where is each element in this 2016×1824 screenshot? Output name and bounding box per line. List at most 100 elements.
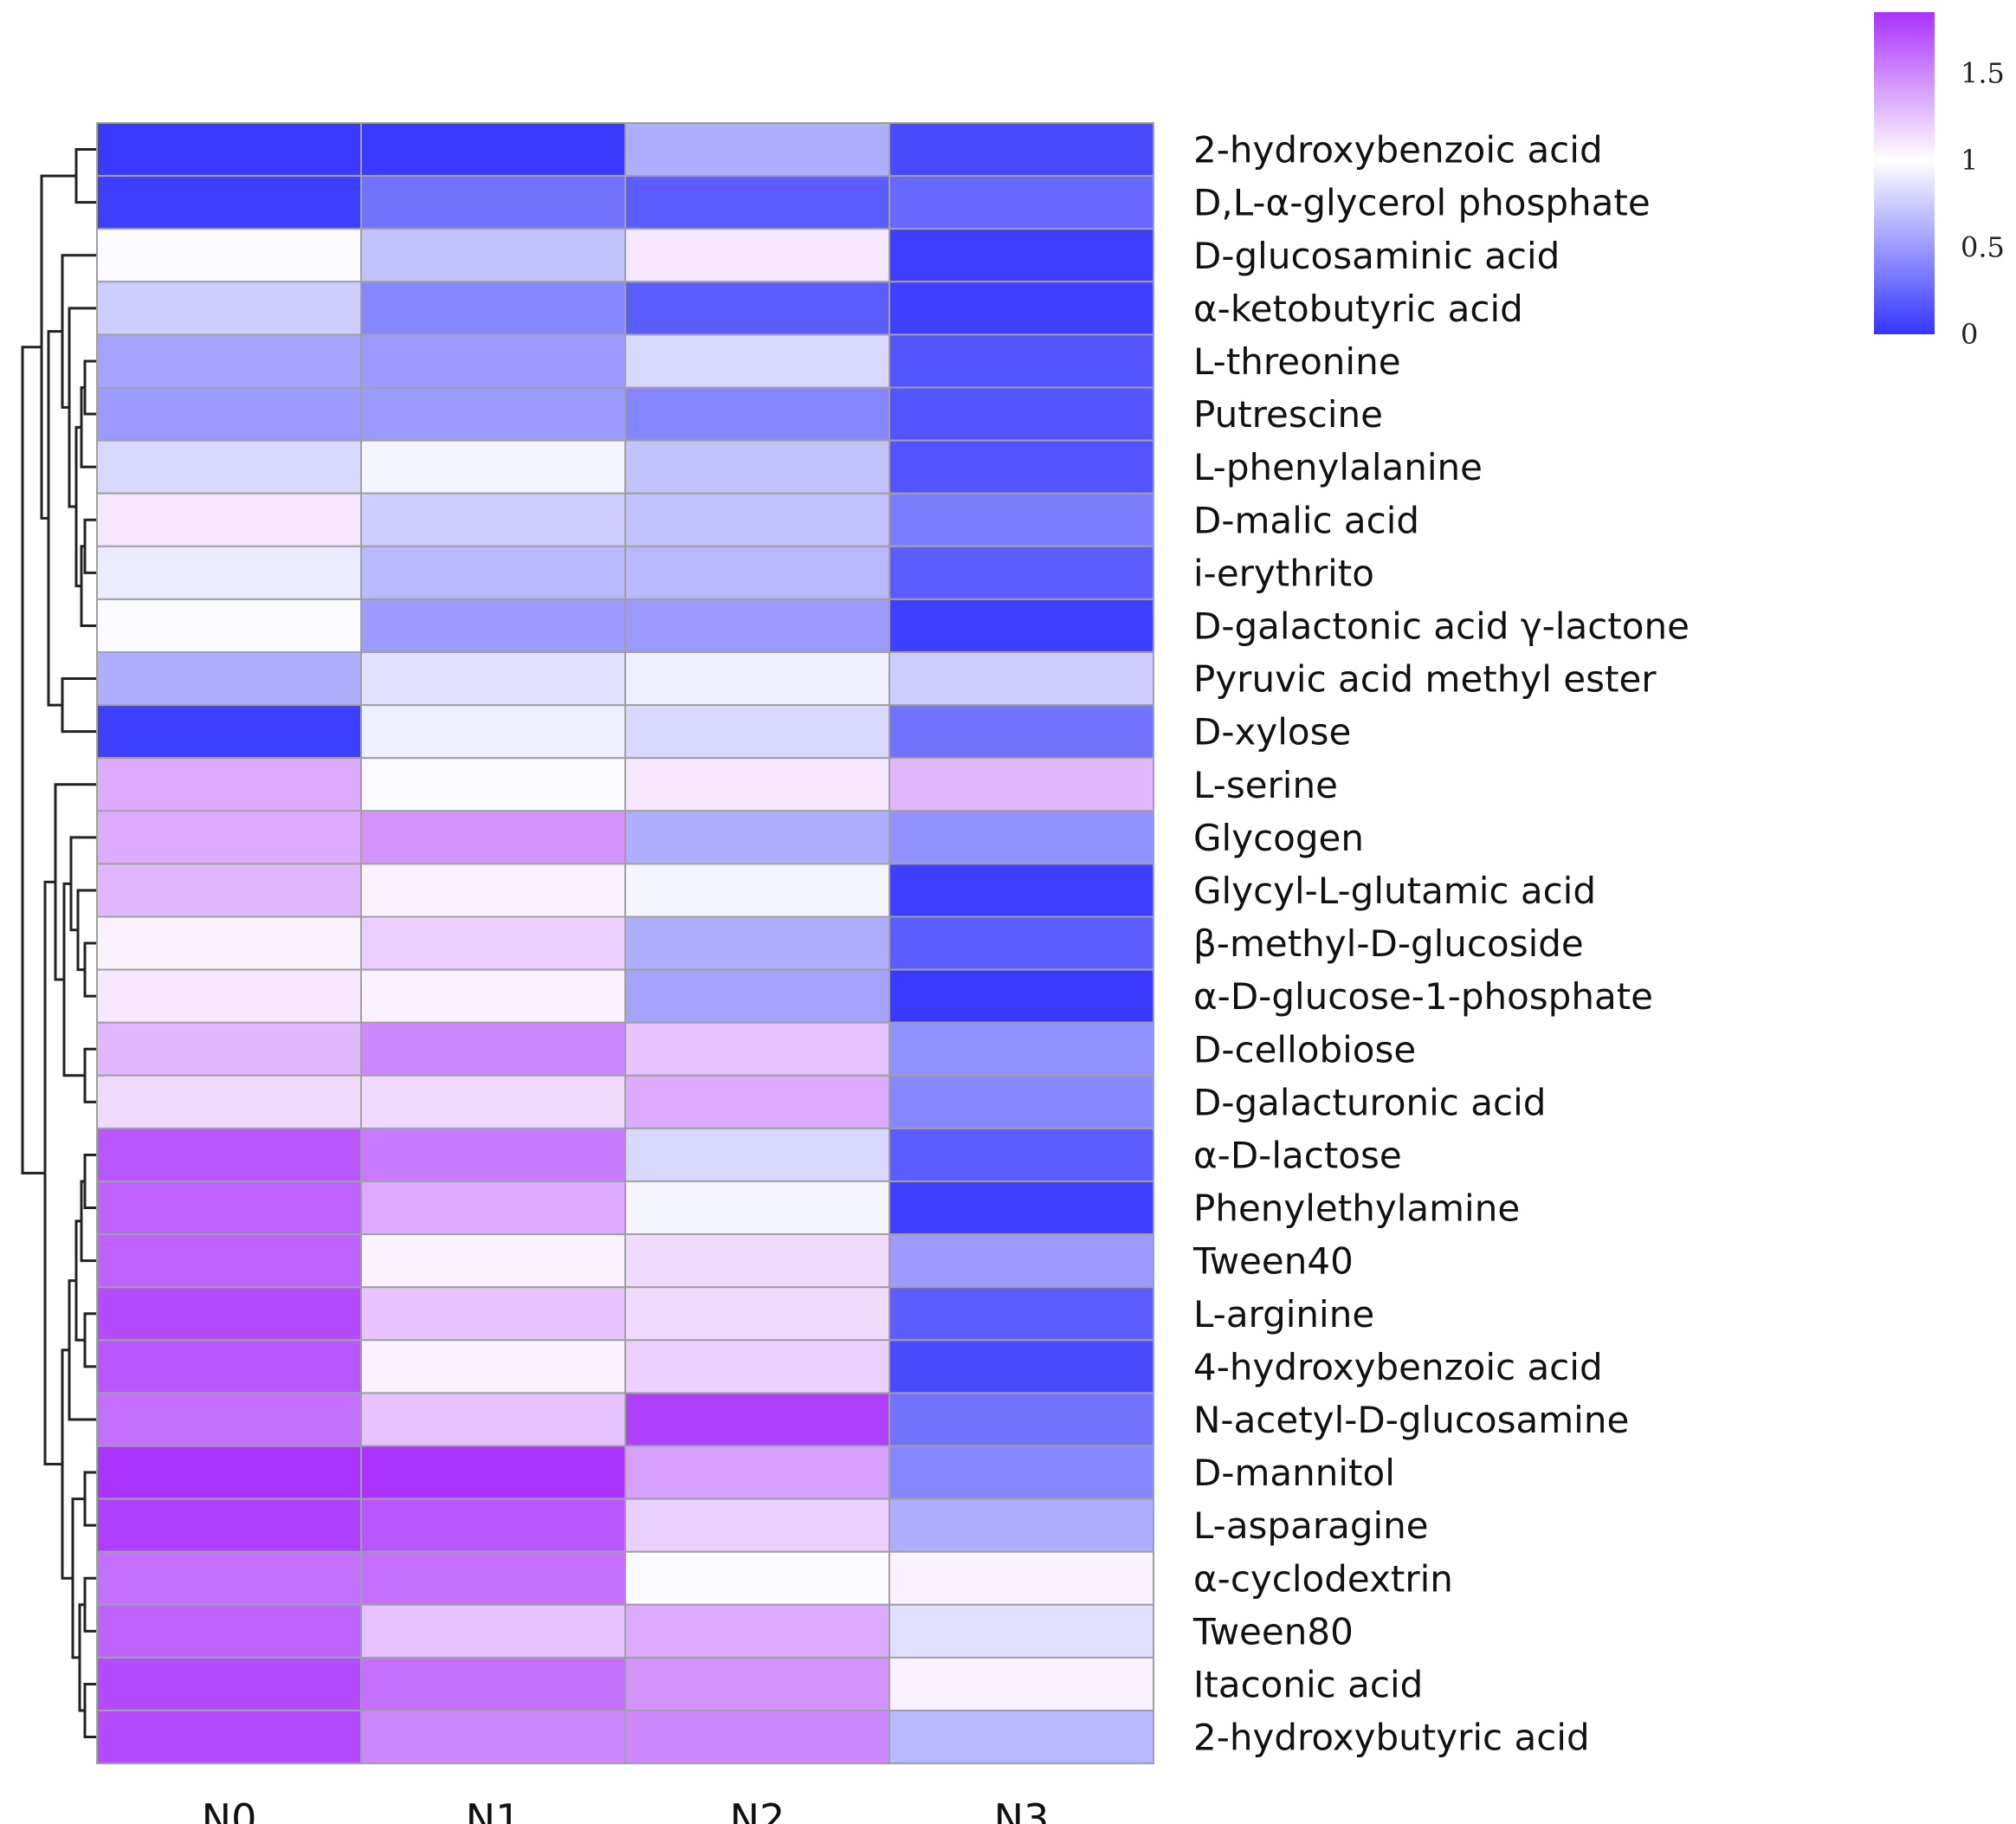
column-label-n1: N1 [466, 1795, 521, 1824]
cell-l-serine-n1 [360, 757, 626, 812]
cell-ketobutyric-acid-n3 [888, 281, 1154, 336]
cell-d-galactonic-acid-lactone-n0 [96, 598, 362, 654]
cell-l-serine-n0 [96, 757, 362, 812]
dendrogram-branch [61, 677, 97, 734]
cell-ketobutyric-acid-n1 [360, 281, 626, 336]
row-label-d-lactose: α-D-lactose [1193, 1134, 1402, 1176]
cell-phenylethylamine-n0 [96, 1180, 362, 1236]
heatmap-cells [96, 122, 1154, 1765]
row-label-methyl-d-glucoside: β-methyl-D-glucoside [1193, 922, 1584, 965]
row-label-2-hydroxybenzoic-acid: 2-hydroxybenzoic acid [1193, 129, 1603, 171]
row-label-i-erythrito: i-erythrito [1193, 552, 1374, 594]
cell-l-threonine-n0 [96, 333, 362, 389]
cell-d-l-glycerol-phosphate-n1 [360, 175, 626, 230]
row-labels: 2-hydroxybenzoic acid D,L-α-glycerol phos… [1192, 129, 1690, 1759]
cell-pyruvic-acid-methyl-ester-n0 [96, 651, 362, 707]
cell-d-galacturonic-acid-n3 [888, 1074, 1154, 1129]
row-label-d-l-glycerol-phosphate: D,L-α-glycerol phosphate [1193, 182, 1651, 224]
dendrogram-branch [61, 1349, 73, 1580]
cell-d-xylose-n0 [96, 704, 362, 760]
row-label-l-threonine: L-threonine [1193, 340, 1401, 383]
cell-l-asparagine-n2 [624, 1497, 890, 1553]
cell-d-malic-acid-n3 [888, 492, 1154, 547]
cell-tween40-n0 [96, 1233, 362, 1289]
cell-methyl-d-glucoside-n2 [624, 915, 890, 971]
dendrogram-branch [83, 1153, 97, 1210]
row-dendrogram [21, 148, 97, 1739]
cell-l-serine-n2 [624, 757, 890, 812]
dendrogram-branch [83, 1471, 97, 1527]
cell-tween80-n0 [96, 1603, 362, 1659]
cell-d-glucose-1-phosphate-n0 [96, 968, 362, 1024]
cell-d-malic-acid-n1 [360, 492, 626, 547]
row-label-d-galactonic-acid-lactone: D-galactonic acid γ-lactone [1193, 605, 1690, 647]
cell-pyruvic-acid-methyl-ester-n2 [624, 651, 890, 707]
cell-d-mannitol-n3 [888, 1445, 1154, 1500]
row-label-ketobutyric-acid: α-ketobutyric acid [1193, 288, 1523, 330]
dendrogram-branch [83, 941, 97, 998]
row-label-d-glucosaminic-acid: D-glucosaminic acid [1193, 235, 1560, 277]
column-label-n3: N3 [994, 1795, 1050, 1824]
cell-d-lactose-n3 [888, 1127, 1154, 1183]
cell-2-hydroxybenzoic-acid-n1 [360, 122, 626, 178]
cell-d-cellobiose-n3 [888, 1021, 1154, 1077]
dendrogram-branch [83, 359, 97, 416]
row-label-d-mannitol: D-mannitol [1193, 1452, 1395, 1494]
row-label-d-glucose-1-phosphate: α-D-glucose-1-phosphate [1193, 975, 1653, 1018]
dendrogram-branch [40, 174, 76, 520]
cell-l-threonine-n3 [888, 333, 1154, 389]
dendrogram-branch [83, 1576, 97, 1633]
row-label-4-hydroxybenzoic-acid: 4-hydroxybenzoic acid [1193, 1346, 1603, 1388]
dendrogram-branch [68, 1279, 97, 1421]
cell-itaconic-acid-n2 [624, 1656, 890, 1712]
cell-itaconic-acid-n0 [96, 1656, 362, 1712]
cell-l-arginine-n2 [624, 1286, 890, 1342]
cell-d-glucosaminic-acid-n1 [360, 228, 626, 283]
legend-tick-label: 1.5 [1961, 56, 2005, 89]
cell-d-lactose-n2 [624, 1127, 890, 1183]
dendrogram-branch [76, 889, 97, 972]
cell-d-glucose-1-phosphate-n2 [624, 968, 890, 1024]
cell-l-threonine-n1 [360, 333, 626, 389]
dendrogram-branch [21, 346, 45, 1174]
cell-putrescine-n3 [888, 386, 1154, 442]
cell-cyclodextrin-n3 [888, 1550, 1154, 1606]
cell-methyl-d-glucoside-n0 [96, 915, 362, 971]
cell-pyruvic-acid-methyl-ester-n3 [888, 651, 1154, 707]
cell-l-phenylalanine-n1 [360, 439, 626, 495]
cell-n-acetyl-d-glucosamine-n1 [360, 1392, 626, 1447]
cell-4-hydroxybenzoic-acid-n0 [96, 1339, 362, 1394]
cell-d-glucosaminic-acid-n0 [96, 228, 362, 283]
row-label-d-cellobiose: D-cellobiose [1193, 1028, 1416, 1070]
cell-d-cellobiose-n0 [96, 1021, 362, 1077]
cell-tween40-n1 [360, 1233, 626, 1289]
legend-tick-label: 0 [1961, 318, 1978, 351]
column-labels: N0 N1 N2 N3 [202, 1795, 1050, 1824]
cell-glycogen-n3 [888, 810, 1154, 865]
row-label-d-galacturonic-acid: D-galacturonic acid [1193, 1081, 1546, 1123]
cell-tween80-n1 [360, 1603, 626, 1659]
cell-d-lactose-n1 [360, 1127, 626, 1183]
row-label-putrescine: Putrescine [1193, 393, 1383, 436]
row-label-d-malic-acid: D-malic acid [1193, 499, 1419, 541]
dendrogram-branch [83, 1312, 97, 1368]
cell-2-hydroxybutyric-acid-n0 [96, 1710, 362, 1765]
cell-l-phenylalanine-n3 [888, 439, 1154, 495]
cell-glycyl-l-glutamic-acid-n1 [360, 863, 626, 918]
cell-i-erythrito-n1 [360, 545, 626, 600]
row-label-cyclodextrin: α-cyclodextrin [1193, 1557, 1453, 1600]
row-label-d-xylose: D-xylose [1193, 711, 1351, 754]
cell-l-asparagine-n3 [888, 1497, 1154, 1553]
cell-glycyl-l-glutamic-acid-n2 [624, 863, 890, 918]
row-label-l-phenylalanine: L-phenylalanine [1193, 446, 1483, 488]
dendrogram-branch [68, 307, 97, 508]
dendrogram-branch [83, 1047, 97, 1103]
row-label-l-asparagine: L-asparagine [1193, 1504, 1429, 1547]
cell-cyclodextrin-n2 [624, 1550, 890, 1606]
cell-glycyl-l-glutamic-acid-n3 [888, 863, 1154, 918]
dendrogram-branch [54, 783, 97, 981]
cell-d-xylose-n3 [888, 704, 1154, 760]
legend-tick-label: 1 [1961, 144, 1978, 177]
cell-4-hydroxybenzoic-acid-n1 [360, 1339, 626, 1394]
cell-phenylethylamine-n1 [360, 1180, 626, 1236]
